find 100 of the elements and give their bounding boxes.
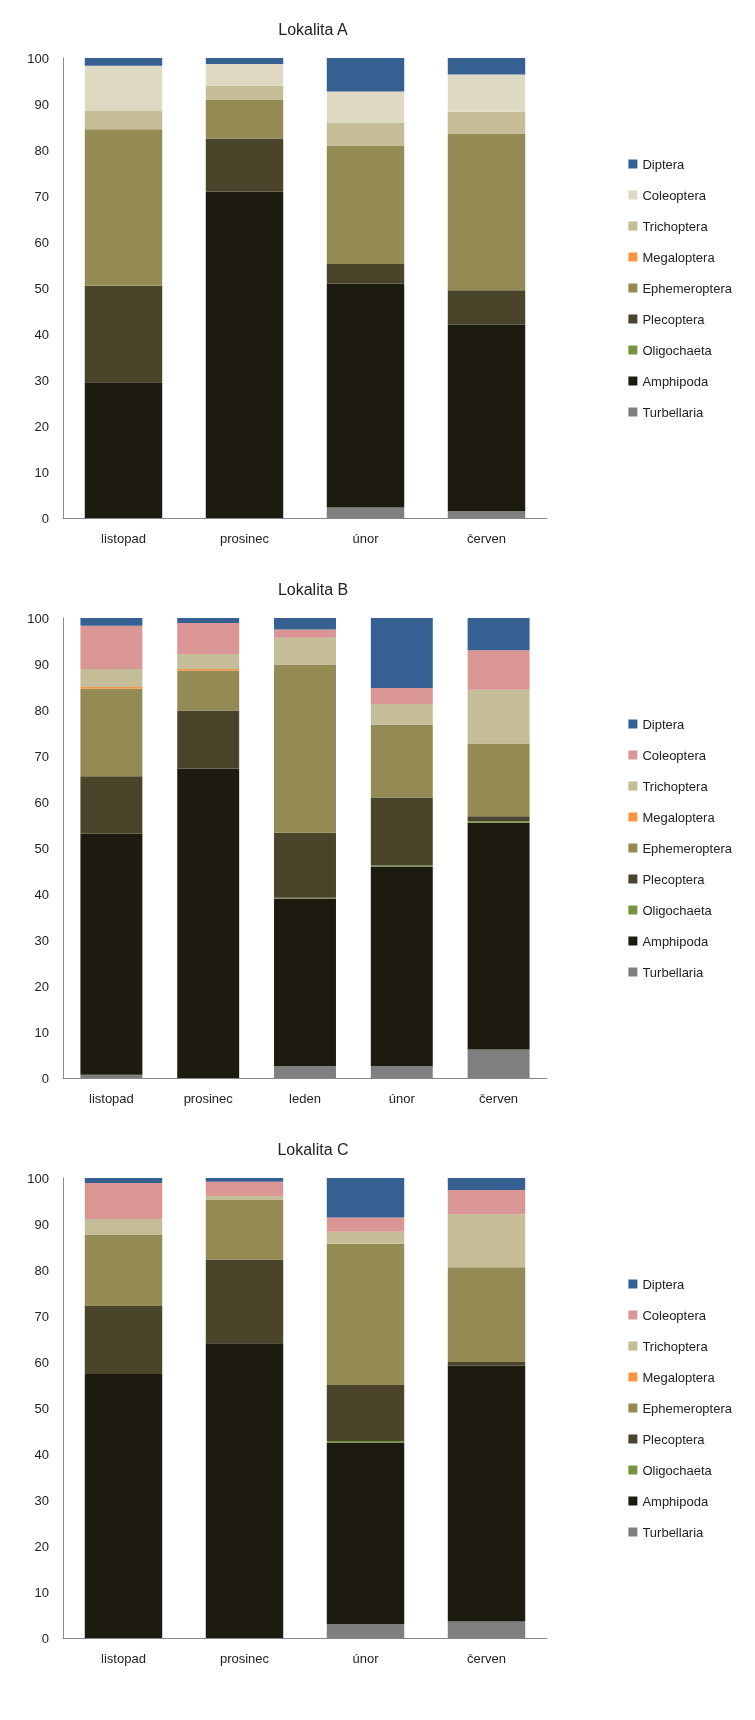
bar	[274, 618, 336, 630]
bar	[370, 704, 433, 725]
legend-label: Plecoptera	[642, 871, 706, 887]
y-tick-label: 50	[34, 1400, 49, 1416]
y-tick-label: 0	[41, 510, 49, 526]
legend-label: Plecoptera	[642, 311, 706, 327]
legend-label: Turbellaria	[642, 404, 705, 420]
bar	[447, 1214, 526, 1268]
y-tick-label: 60	[34, 234, 49, 250]
bar	[205, 1178, 284, 1182]
bar	[370, 724, 433, 798]
bar	[447, 324, 526, 512]
y-tick-label: 10	[34, 1024, 49, 1040]
y-tick-label: 40	[34, 1446, 49, 1462]
bar	[370, 618, 433, 688]
bar	[326, 264, 405, 284]
bar	[467, 822, 530, 1050]
bar	[205, 1343, 284, 1638]
legend-label: Turbellaria	[642, 1524, 705, 1540]
legend-label: Coleoptera	[642, 187, 707, 203]
bar	[177, 618, 240, 624]
y-tick-label: 90	[34, 1216, 49, 1232]
legend-label: Amphipoda	[642, 933, 709, 949]
x-tick-label: únor	[352, 531, 380, 546]
bar	[467, 743, 530, 817]
bar	[205, 85, 284, 100]
bar	[205, 1181, 284, 1196]
bar	[84, 1218, 163, 1235]
legend-label: Diptera	[642, 156, 686, 172]
bar	[447, 1267, 526, 1362]
x-tick-label: únor	[352, 1651, 380, 1666]
x-tick-label: prosinec	[183, 1091, 234, 1106]
bar	[84, 65, 163, 111]
y-tick-label: 20	[34, 1538, 49, 1554]
legend-label: Diptera	[642, 716, 686, 732]
bar	[84, 1373, 163, 1638]
chart-title: Lokalita A	[278, 20, 349, 38]
legend-label: Trichoptera	[642, 778, 709, 794]
bar	[205, 1259, 284, 1344]
x-tick-label: únor	[388, 1091, 416, 1106]
y-tick-label: 80	[34, 142, 49, 158]
bar	[326, 1442, 405, 1625]
bar	[326, 1231, 405, 1244]
bar	[80, 688, 143, 777]
bar	[177, 768, 240, 1078]
y-tick-label: 80	[34, 1262, 49, 1278]
legend-label: Trichoptera	[642, 1338, 709, 1354]
bar	[326, 1243, 405, 1385]
bar	[447, 1178, 526, 1190]
bar	[447, 133, 526, 291]
y-tick-label: 100	[27, 1170, 49, 1186]
bar	[274, 637, 336, 665]
bar	[205, 138, 284, 192]
legend-label: Amphipoda	[642, 373, 709, 389]
bar	[80, 625, 143, 670]
x-tick-label: červen	[466, 531, 507, 546]
y-tick-label: 0	[41, 1630, 49, 1646]
y-tick-label: 100	[27, 610, 49, 626]
bar	[370, 797, 433, 866]
y-tick-label: 70	[34, 1308, 49, 1324]
legend-label: Oligochaeta	[642, 342, 713, 358]
bar	[467, 618, 530, 651]
bar	[467, 650, 530, 690]
bar	[80, 669, 143, 687]
y-tick-label: 40	[34, 886, 49, 902]
y-tick-label: 10	[34, 464, 49, 480]
bar	[467, 689, 530, 744]
x-tick-label: prosinec	[219, 531, 270, 546]
y-tick-label: 60	[34, 1354, 49, 1370]
y-tick-label: 30	[34, 372, 49, 388]
bar	[274, 832, 336, 898]
y-tick-label: 30	[34, 1492, 49, 1508]
legend-label: Amphipoda	[642, 1493, 709, 1509]
bar	[326, 91, 405, 123]
bar	[205, 191, 284, 518]
y-tick-label: 90	[34, 656, 49, 672]
legend-label: Diptera	[642, 1276, 686, 1292]
legend-label: Oligochaeta	[642, 1462, 713, 1478]
x-tick-label: červen	[479, 1091, 519, 1106]
bar	[326, 145, 405, 265]
y-tick-label: 70	[34, 188, 49, 204]
legend-label: Megaloptera	[642, 249, 716, 265]
legend-label: Ephemeroptera	[642, 840, 733, 856]
bar	[467, 816, 530, 822]
legend-label: Ephemeroptera	[642, 280, 733, 296]
bar	[447, 1189, 526, 1215]
y-tick-label: 50	[34, 840, 49, 856]
bar	[177, 710, 240, 769]
bar	[326, 1385, 405, 1442]
bar	[84, 110, 163, 130]
bar	[326, 58, 405, 92]
y-tick-label: 20	[34, 978, 49, 994]
x-tick-label: listopad	[101, 1651, 146, 1666]
legend-label: Megaloptera	[642, 1369, 716, 1385]
bar	[205, 99, 284, 139]
bar	[274, 664, 336, 833]
bar	[326, 1178, 405, 1218]
y-tick-label: 20	[34, 418, 49, 434]
bar	[205, 58, 284, 64]
bar	[177, 623, 240, 654]
